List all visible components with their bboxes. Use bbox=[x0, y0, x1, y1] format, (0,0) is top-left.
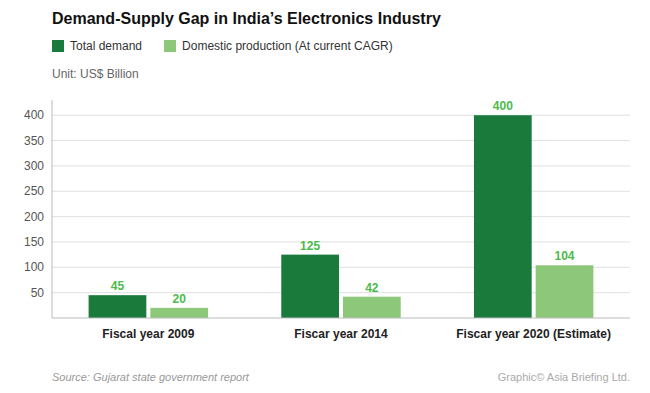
x-tick-label: Fiscar year 2014 bbox=[294, 327, 388, 341]
y-tick-label: 400 bbox=[24, 108, 44, 122]
legend-swatch bbox=[164, 40, 176, 52]
legend: Total demand Domestic production (At curr… bbox=[52, 39, 393, 53]
y-tick-label: 100 bbox=[24, 260, 44, 274]
x-tick-label: Fiscar year 2020 (Estimate) bbox=[456, 327, 611, 341]
legend-label: Total demand bbox=[70, 39, 142, 53]
data-label: 20 bbox=[173, 292, 187, 306]
bar bbox=[536, 265, 594, 318]
grid-line bbox=[52, 191, 630, 192]
legend-swatch bbox=[52, 40, 64, 52]
bar bbox=[150, 308, 208, 318]
bar bbox=[89, 295, 147, 318]
data-label: 400 bbox=[493, 99, 513, 113]
chart: Demand-Supply Gap in India’s Electronics… bbox=[0, 0, 650, 393]
bar bbox=[281, 255, 339, 318]
x-axis-line bbox=[52, 318, 630, 319]
source: Source: Gujarat state government report bbox=[52, 371, 250, 383]
y-tick-label: 50 bbox=[31, 286, 45, 300]
data-label: 125 bbox=[300, 239, 320, 253]
grid-line bbox=[52, 165, 630, 166]
grid-line bbox=[52, 115, 630, 116]
y-tick-label: 300 bbox=[24, 159, 44, 173]
y-tick-label: 250 bbox=[24, 184, 44, 198]
y-axis-line bbox=[52, 100, 53, 318]
data-label: 42 bbox=[365, 281, 379, 295]
y-tick-label: 350 bbox=[24, 134, 44, 148]
credit: Graphic© Asia Briefing Ltd. bbox=[498, 371, 630, 383]
y-tick-label: 150 bbox=[24, 235, 44, 249]
bars bbox=[89, 115, 594, 318]
title: Demand-Supply Gap in India’s Electronics… bbox=[52, 10, 441, 27]
bar bbox=[343, 297, 401, 318]
data-labels: 45 125 400 20 42 104 bbox=[111, 99, 575, 306]
x-tick-label: Fiscal year 2009 bbox=[102, 327, 194, 341]
y-tick-label: 200 bbox=[24, 210, 44, 224]
legend-label: Domestic production (At current CAGR) bbox=[182, 39, 393, 53]
data-label: 45 bbox=[111, 279, 125, 293]
unit-label: Unit: US$ Billion bbox=[52, 67, 139, 81]
data-label: 104 bbox=[555, 249, 575, 263]
grid-line bbox=[52, 216, 630, 217]
grid-line bbox=[52, 241, 630, 242]
bar bbox=[474, 115, 532, 318]
grid-line bbox=[52, 140, 630, 141]
